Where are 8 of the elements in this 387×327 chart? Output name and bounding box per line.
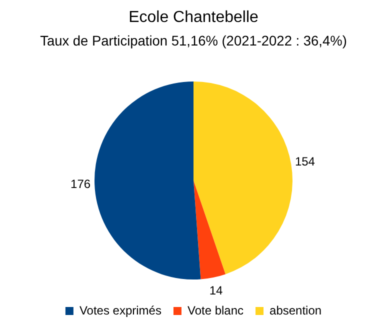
chart-title: Ecole Chantebelle (128, 9, 259, 26)
chart-subtitle: Taux de Participation 51,16% (2021-2022 : 36,4%) (40, 32, 347, 48)
legend-label: Votes exprimés (79, 303, 162, 318)
data-label: 14 (209, 284, 224, 298)
data-label: 176 (70, 176, 91, 191)
data-label: 154 (294, 154, 316, 168)
legend-label: absention (270, 303, 322, 318)
legend-label: Vote blanc (187, 303, 244, 318)
